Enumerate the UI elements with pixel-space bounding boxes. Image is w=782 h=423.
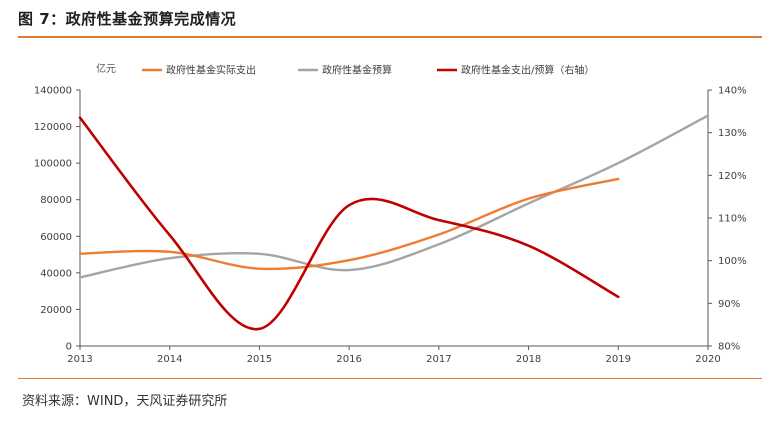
- source-note: 资料来源：WIND，天风证券研究所: [22, 394, 228, 409]
- x-tick-label: 2019: [606, 354, 631, 365]
- y-left-tick-label: 40000: [40, 268, 72, 279]
- unit-label: 亿元: [96, 62, 116, 75]
- x-tick-label: 2014: [157, 354, 182, 365]
- series-line-actual-spending: [78, 177, 620, 271]
- y-right-tick-label: 130%: [718, 128, 747, 139]
- y-left-tick-label: 0: [66, 342, 72, 353]
- title-divider: [18, 36, 762, 38]
- series-lines: [78, 114, 710, 331]
- legend-label: 政府性基金实际支出: [166, 64, 256, 77]
- y-left-tick-label: 140000: [34, 86, 72, 97]
- y-left-tick-label: 100000: [34, 159, 72, 170]
- y-right-tick-label: 110%: [718, 214, 747, 225]
- x-tick-label: 2015: [247, 354, 272, 365]
- y-left-tick-label: 20000: [40, 305, 72, 316]
- legend-label: 政府性基金预算: [322, 64, 392, 77]
- x-tick-label: 2018: [516, 354, 541, 365]
- y-right-tick-label: 120%: [718, 171, 747, 182]
- x-tick-label: 2020: [695, 354, 720, 365]
- x-tick-label: 2017: [426, 354, 451, 365]
- footer-divider: [18, 378, 762, 379]
- series-line-ratio: [78, 116, 620, 331]
- y-right-tick-label: 90%: [718, 299, 740, 310]
- y-right-tick-label: 140%: [718, 86, 747, 97]
- x-tick-label: 2013: [67, 354, 92, 365]
- page-title: 图 7：政府性基金预算完成情况: [18, 10, 237, 28]
- x-tick-label: 2016: [336, 354, 361, 365]
- y-right-tick-label: 80%: [718, 342, 740, 353]
- axes: 0 20000 40000 60000 80000 100000 120000 140000 8…: [34, 86, 747, 366]
- y-left-tick-label: 80000: [40, 195, 72, 206]
- y-left-tick-label: 60000: [40, 232, 72, 243]
- legend-label: 政府性基金支出/预算（右轴）: [461, 64, 594, 77]
- legend: 政府性基金实际支出 政府性基金预算 政府性基金支出/预算（右轴）: [142, 64, 594, 77]
- y-right-tick-label: 100%: [718, 256, 747, 267]
- series-line-budget: [78, 114, 710, 279]
- y-left-tick-label: 120000: [34, 122, 72, 133]
